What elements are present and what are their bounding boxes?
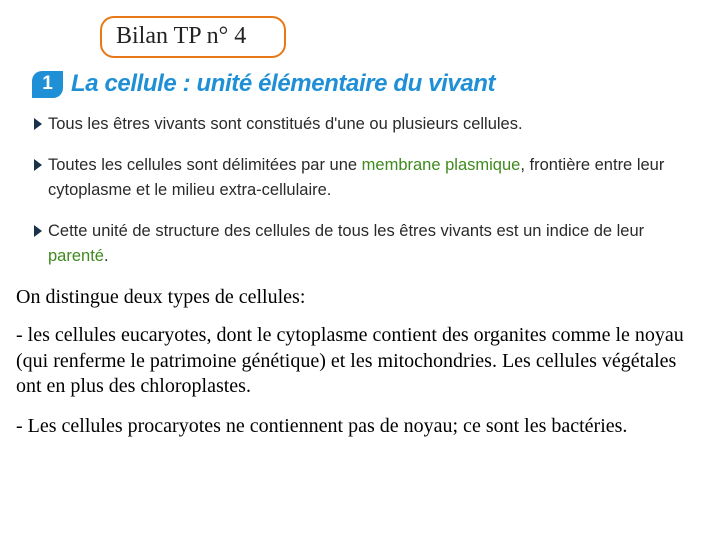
- section-heading-text: La cellule : unité élémentaire du vivant: [71, 70, 495, 98]
- paragraph: - Les cellules procaryotes ne contiennen…: [16, 414, 692, 440]
- body-paragraphs: On distingue deux types de cellules: - l…: [16, 285, 692, 439]
- section-number: 1: [42, 73, 53, 95]
- bullet-item: Cette unité de structure des cellules de…: [34, 219, 692, 269]
- bullet-marker-icon: [34, 159, 42, 171]
- bullet-text: Cette unité de structure des cellules de…: [48, 219, 692, 269]
- bullet-item: Tous les êtres vivants sont constitués d…: [34, 112, 692, 137]
- bullet-text-post: .: [104, 247, 109, 265]
- bullet-marker-icon: [34, 225, 42, 237]
- paragraph: On distingue deux types de cellules:: [16, 285, 692, 311]
- bullet-marker-icon: [34, 118, 42, 130]
- bullet-text-pre: Toutes les cellules sont délimitées par …: [48, 156, 362, 174]
- document-content: Bilan TP n° 4 1 La cellule : unité éléme…: [0, 0, 720, 449]
- bullet-text-pre: Cette unité de structure des cellules de…: [48, 222, 644, 240]
- paragraph: - les cellules eucaryotes, dont le cytop…: [16, 323, 692, 400]
- keyword-green: membrane plasmique: [362, 156, 521, 174]
- bullet-item: Toutes les cellules sont délimitées par …: [34, 153, 692, 203]
- title-text: Bilan TP n° 4: [116, 23, 246, 49]
- title-box: Bilan TP n° 4: [100, 16, 286, 58]
- section-number-badge: 1: [32, 71, 63, 98]
- bullet-text: Toutes les cellules sont délimitées par …: [48, 153, 692, 203]
- section-heading: 1 La cellule : unité élémentaire du viva…: [32, 70, 692, 98]
- bullet-text: Tous les êtres vivants sont constitués d…: [48, 112, 692, 137]
- keyword-green: parenté: [48, 247, 104, 265]
